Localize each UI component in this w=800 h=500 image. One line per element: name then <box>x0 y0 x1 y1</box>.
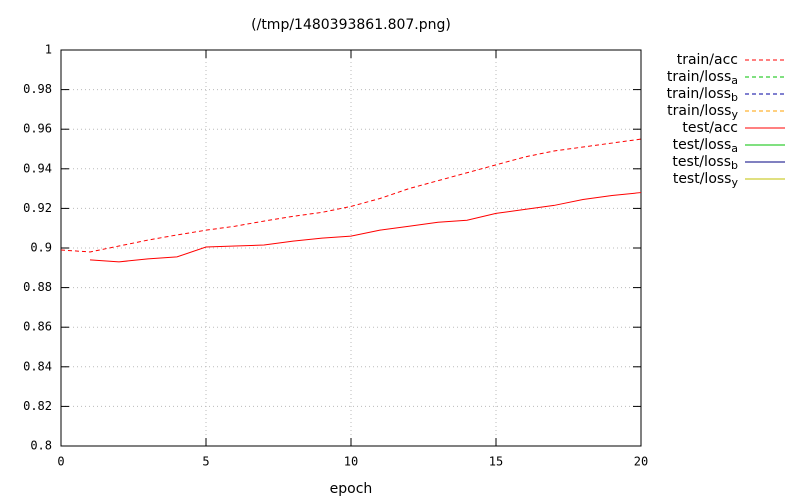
x-tick-label: 15 <box>489 455 503 469</box>
y-tick-label: 0.88 <box>23 280 52 294</box>
y-tick-label: 0.9 <box>30 241 52 255</box>
legend-label: test/lossb <box>672 154 738 172</box>
series-line <box>89 192 642 263</box>
y-tick-label: 0.82 <box>23 399 52 413</box>
y-tick-label: 0.92 <box>23 201 52 215</box>
x-tick-label: 10 <box>344 455 358 469</box>
x-axis-label: epoch <box>330 481 373 497</box>
y-tick-label: 0.84 <box>23 359 52 373</box>
legend-label: train/lossa <box>667 69 738 87</box>
y-tick-label: 0.8 <box>30 439 52 453</box>
legend-label: test/lossy <box>673 171 739 189</box>
plot-border <box>60 49 642 447</box>
x-tick-label: 20 <box>634 455 648 469</box>
y-tick-label: 0.86 <box>23 320 52 334</box>
legend-label: train/lossb <box>667 86 738 104</box>
legend-label: test/lossa <box>673 137 738 155</box>
legend-label: test/acc <box>682 120 738 136</box>
series-line <box>60 138 642 253</box>
y-tick-label: 0.98 <box>23 82 52 96</box>
y-tick-label: 0.96 <box>23 122 52 136</box>
x-tick-label: 0 <box>57 455 64 469</box>
chart-title: (/tmp/1480393861.807.png) <box>251 17 451 33</box>
legend-label: train/acc <box>677 52 738 68</box>
y-tick-label: 1 <box>45 43 52 57</box>
x-tick-label: 5 <box>202 455 209 469</box>
y-tick-label: 0.94 <box>23 161 52 175</box>
legend-label: train/lossy <box>667 103 738 121</box>
